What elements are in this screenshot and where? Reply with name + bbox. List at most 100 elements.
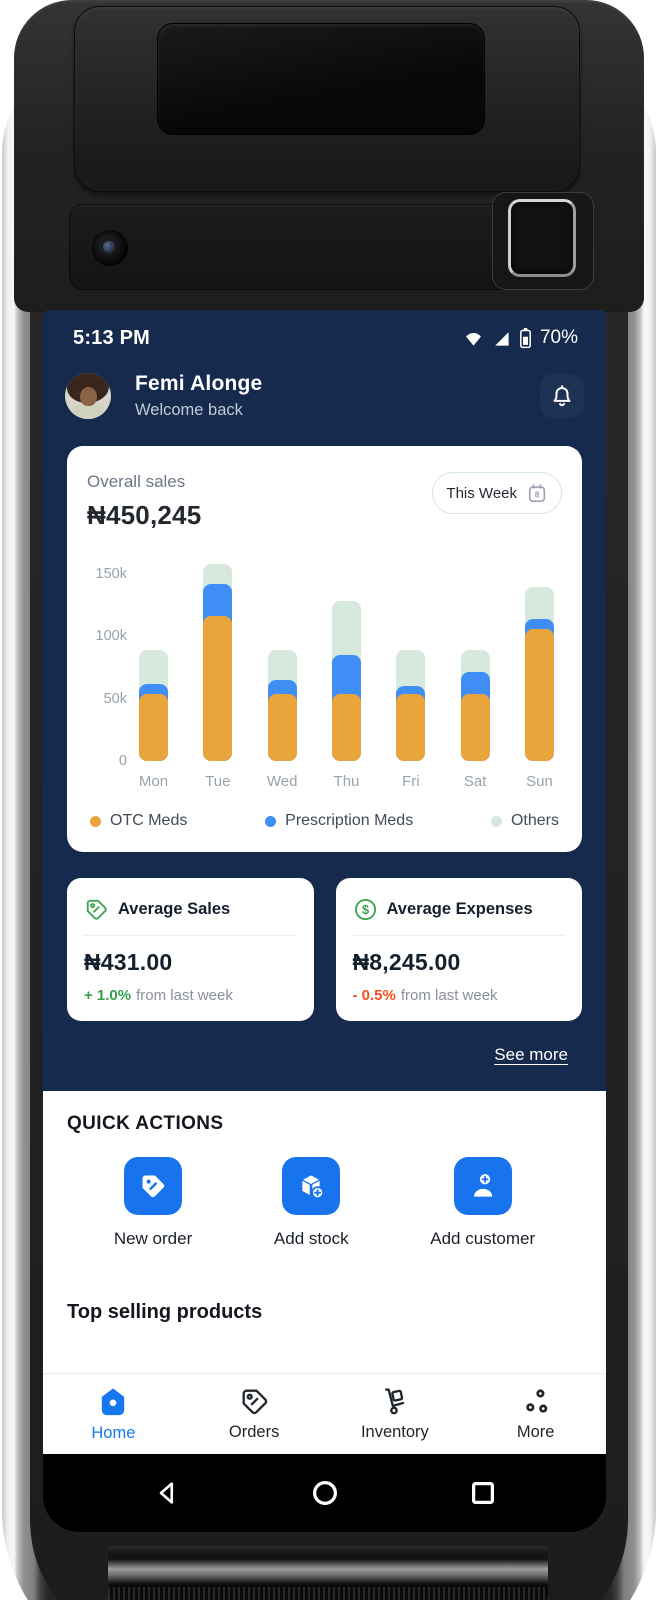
- x-axis-label: Fri: [402, 773, 420, 790]
- calendar-icon: 8: [528, 484, 546, 503]
- nav-item-more[interactable]: More: [465, 1374, 606, 1454]
- battery-percent: 70%: [539, 327, 578, 348]
- screen: 5:13 PM 70% Femi Alonge Welco: [43, 310, 606, 1532]
- x-axis-label: Sun: [526, 773, 553, 790]
- legend-label: Others: [510, 812, 559, 829]
- stat-delta: + 1.0% from last week: [84, 987, 233, 1004]
- home-icon: [102, 1388, 125, 1415]
- user-name: Femi Alonge: [135, 372, 263, 395]
- camera-lens: [103, 241, 115, 253]
- stat-value: ₦431.00: [84, 949, 173, 975]
- overall-sales-card: Overall sales ₦450,245 This Week 8 0 50k 1…: [67, 446, 582, 852]
- quick-actions-heading: QUICK ACTIONS: [67, 1113, 224, 1134]
- notifications-button[interactable]: [540, 374, 584, 418]
- android-nav-bar: [43, 1454, 606, 1532]
- device-head: [14, 0, 644, 312]
- camera: [92, 230, 128, 266]
- svg-text:$: $: [361, 902, 369, 917]
- welcome-text: Welcome back: [135, 401, 243, 419]
- quick-action-new-order[interactable]: New order: [114, 1157, 192, 1249]
- bar-segment: [331, 693, 361, 761]
- legend-label: Prescription Meds: [285, 812, 414, 829]
- bar-segment: [267, 693, 297, 761]
- android-back-button[interactable]: [152, 1478, 182, 1508]
- chart-column-wed: Wed: [266, 561, 298, 790]
- box-add-icon: [300, 1174, 325, 1199]
- chart-column-sat: Sat: [460, 561, 490, 790]
- nav-item-orders[interactable]: Orders: [184, 1374, 325, 1454]
- chart-y-axis: 0 50k 100k 150k: [87, 561, 135, 770]
- paper-slot: [108, 1546, 548, 1600]
- legend-dot: [265, 815, 277, 827]
- bottom-nav: Home Orders Inventory: [43, 1373, 606, 1454]
- printer-window: [157, 23, 485, 135]
- avatar[interactable]: [65, 373, 111, 419]
- stats-row: Average Sales ₦431.00 + 1.0% from last we…: [67, 878, 582, 1021]
- bell-icon: [553, 385, 571, 407]
- average-expenses-card: $ Average Expenses ₦8,245.00 - 0.5% from …: [335, 878, 582, 1021]
- period-selector[interactable]: This Week 8: [432, 472, 562, 514]
- sales-chart: 0 50k 100k 150k Mon Tue Wed Thu Fri Sat Sun: [87, 561, 562, 790]
- x-axis-label: Tue: [205, 773, 231, 790]
- android-recents-button[interactable]: [468, 1478, 498, 1508]
- android-home-button[interactable]: [310, 1478, 340, 1508]
- y-tick-label: 100k: [95, 628, 127, 644]
- x-axis-label: Wed: [266, 773, 298, 790]
- camera-panel: [69, 204, 566, 290]
- legend-item: Others: [490, 812, 559, 830]
- quick-actions-section: QUICK ACTIONS New order: [43, 1091, 606, 1421]
- dollar-circle-icon: $: [354, 898, 376, 921]
- stat-delta: - 0.5% from last week: [352, 987, 498, 1004]
- orders-tag-icon: [242, 1389, 267, 1415]
- legend-item: OTC Meds: [90, 812, 187, 830]
- chart-bars: Mon Tue Wed Thu Fri Sat Sun: [135, 561, 562, 790]
- printer-lid: [74, 6, 580, 192]
- x-axis-label: Mon: [138, 773, 169, 790]
- status-bar: 5:13 PM 70%: [43, 310, 606, 350]
- nav-item-home[interactable]: Home: [43, 1374, 184, 1454]
- legend-dot: [90, 815, 101, 827]
- battery-icon: [520, 328, 531, 349]
- bar-segment: [396, 693, 426, 761]
- x-axis-label: Thu: [333, 773, 360, 790]
- legend-item: Prescription Meds: [265, 812, 413, 830]
- x-axis-label: Sat: [463, 773, 487, 790]
- top-selling-heading: Top selling products: [67, 1301, 263, 1323]
- chart-column-fri: Fri: [396, 561, 426, 790]
- y-tick-label: 50k: [103, 690, 127, 707]
- legend-dot: [490, 815, 502, 827]
- see-more-link[interactable]: See more: [494, 1045, 568, 1064]
- legend-label: OTC Meds: [110, 812, 188, 829]
- clock: 5:13 PM: [73, 326, 150, 349]
- signal-icon: [495, 331, 509, 346]
- more-dots-icon: [526, 1389, 548, 1413]
- y-tick-label: 150k: [95, 565, 127, 582]
- app-header: Femi Alonge Welcome back: [43, 350, 606, 420]
- period-label: This Week: [446, 484, 517, 502]
- bar-segment: [139, 693, 168, 761]
- svg-text:8: 8: [535, 490, 540, 499]
- bar-segment: [203, 616, 233, 761]
- person-add-icon: [473, 1174, 492, 1197]
- quick-action-add-customer[interactable]: Add customer: [430, 1157, 535, 1249]
- sales-amount: ₦450,245: [87, 500, 202, 530]
- nav-item-inventory[interactable]: Inventory: [325, 1374, 466, 1454]
- average-sales-card: Average Sales ₦431.00 + 1.0% from last we…: [67, 878, 314, 1021]
- chart-legend: OTC Meds Prescription Meds Others: [87, 812, 562, 830]
- chart-column-mon: Mon: [139, 561, 168, 790]
- stat-title: Average Sales: [118, 900, 231, 918]
- chart-column-tue: Tue: [203, 561, 233, 790]
- y-tick-label: 0: [118, 753, 127, 769]
- fingerprint-sensor[interactable]: [508, 199, 576, 277]
- stat-title: Average Expenses: [386, 900, 533, 918]
- tag-icon: [142, 1175, 165, 1198]
- bar-segment: [460, 693, 490, 761]
- bar-segment: [524, 628, 554, 761]
- inventory-trolley-icon: [385, 1388, 405, 1415]
- sales-card-title: Overall sales: [87, 472, 186, 491]
- quick-action-add-stock[interactable]: Add stock: [274, 1157, 349, 1249]
- stat-value: ₦8,245.00: [352, 949, 461, 975]
- chart-column-sun: Sun: [524, 561, 554, 790]
- discount-tag-icon: [86, 899, 107, 920]
